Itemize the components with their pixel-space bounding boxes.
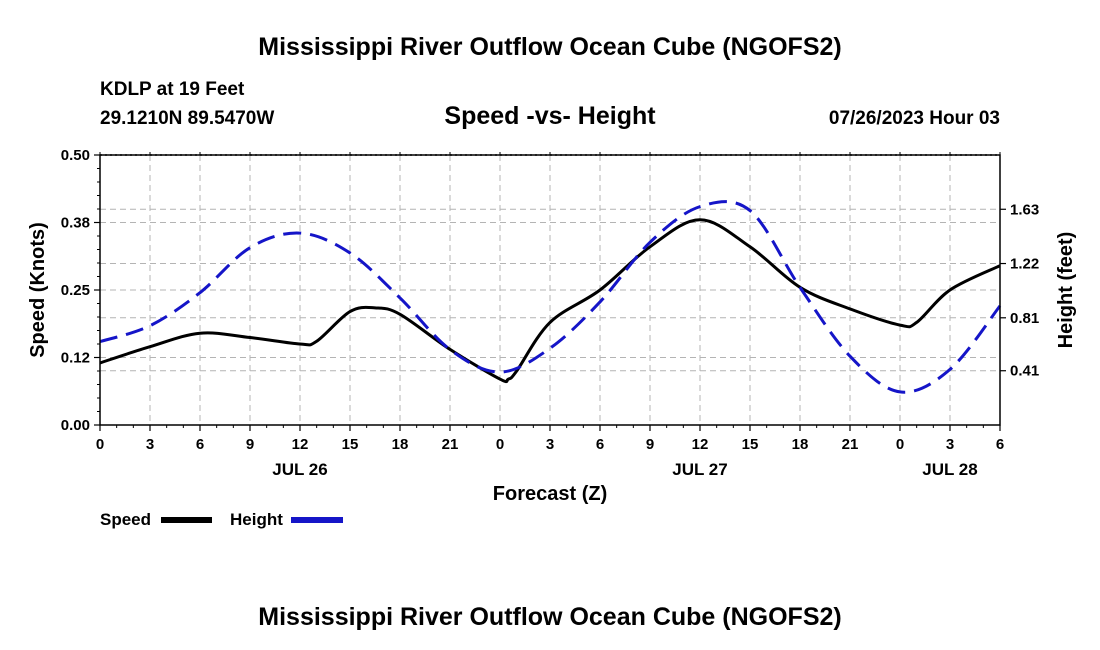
- grid: [100, 154, 1000, 425]
- date-label: JUL 27: [672, 460, 727, 479]
- x-tick-label: 18: [392, 436, 409, 453]
- y-left-tick-label: 0.25: [61, 282, 90, 299]
- x-tick-label: 9: [246, 436, 254, 453]
- height-series-line: [99, 200, 1002, 394]
- x-tick-label: 6: [996, 436, 1004, 453]
- x-tick-label: 9: [646, 436, 654, 453]
- x-tick-label: 3: [146, 436, 154, 453]
- date-label: JUL 26: [272, 460, 327, 479]
- axis-ticks: 0 3 6 9 12 15 18 21 0 3 6 9 12 15 18 21 0 3 6 JUL 26 JUL 27 J…: [61, 147, 1039, 479]
- x-tick-label: 18: [792, 436, 809, 453]
- date-label: JUL 28: [922, 460, 977, 479]
- y-left-tick-label: 0.12: [61, 350, 90, 367]
- x-tick-label: 21: [442, 436, 459, 453]
- x-tick-label: 15: [742, 436, 759, 453]
- x-tick-label: 6: [596, 436, 604, 453]
- x-tick-label: 6: [196, 436, 204, 453]
- x-tick-label: 0: [96, 436, 104, 453]
- y-right-tick-label: 0.41: [1010, 363, 1039, 380]
- x-tick-label: 0: [896, 436, 904, 453]
- legend-height-label: Height: [230, 510, 283, 529]
- x-tick-label: 0: [496, 436, 504, 453]
- footer-title: Mississippi River Outflow Ocean Cube (NG…: [258, 603, 841, 631]
- station-label: KDLP at 19 Feet: [100, 79, 245, 100]
- y-right-tick-label: 0.81: [1010, 310, 1039, 327]
- location-label: 29.1210N 89.5470W: [100, 108, 274, 129]
- y-left-tick-label: 0.00: [61, 417, 90, 434]
- x-tick-label: 15: [342, 436, 359, 453]
- y-left-tick-label: 0.50: [61, 147, 90, 164]
- x-axis-label: Forecast (Z): [493, 483, 607, 505]
- x-tick-label: 12: [292, 436, 309, 453]
- timestamp-label: 07/26/2023 Hour 03: [829, 108, 1000, 129]
- y-axis-left-label: Speed (Knots): [27, 222, 49, 358]
- x-tick-label: 12: [692, 436, 709, 453]
- y-right-tick-label: 1.63: [1010, 201, 1039, 218]
- y-right-tick-label: 1.22: [1010, 256, 1039, 273]
- x-tick-label: 3: [946, 436, 954, 453]
- y-left-tick-label: 0.38: [61, 215, 90, 232]
- legend: Speed Height: [100, 510, 343, 529]
- speed-series-line: [99, 218, 1001, 384]
- x-tick-label: 3: [546, 436, 554, 453]
- legend-speed-label: Speed: [100, 510, 151, 529]
- x-tick-label: 21: [842, 436, 859, 453]
- series-layer: [99, 200, 1002, 394]
- page-title: Mississippi River Outflow Ocean Cube (NG…: [258, 33, 841, 61]
- chart-title: Speed -vs- Height: [444, 102, 656, 130]
- y-axis-right-label: Height (feet): [1055, 232, 1077, 349]
